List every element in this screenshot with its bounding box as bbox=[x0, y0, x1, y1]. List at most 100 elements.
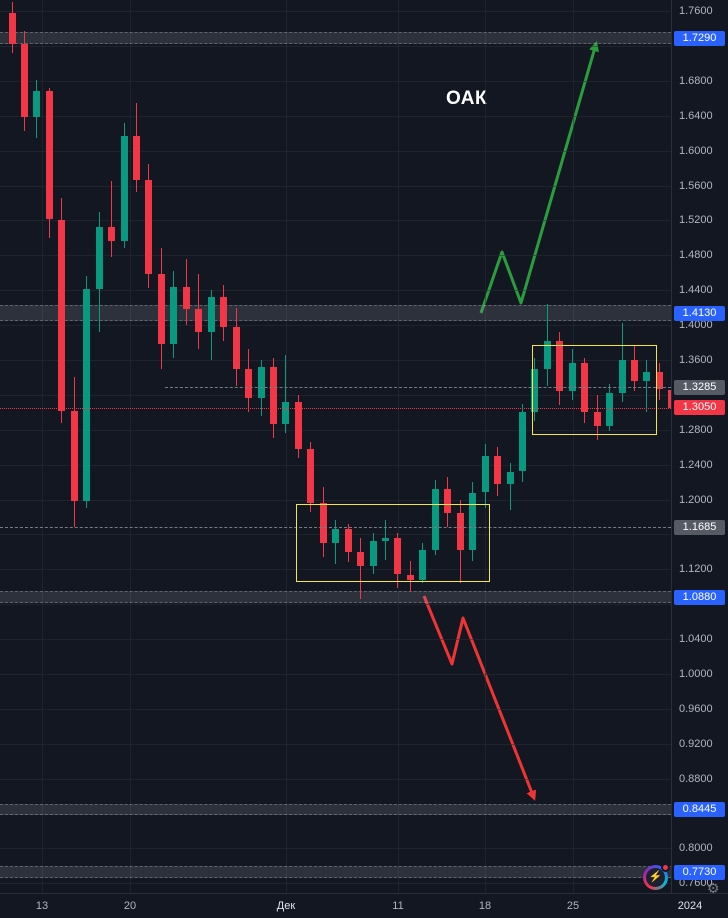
h-gridline bbox=[0, 569, 671, 571]
candle-wick bbox=[646, 359, 648, 413]
candle-body bbox=[319, 503, 327, 544]
price-tick-label: 1.0400 bbox=[679, 633, 713, 645]
h-gridline bbox=[0, 359, 671, 361]
candle-body bbox=[145, 180, 153, 275]
candle-body bbox=[382, 537, 389, 542]
price-tick-label: 1.7600 bbox=[679, 5, 713, 17]
support-resistance-zone[interactable] bbox=[0, 866, 671, 878]
candle-wick bbox=[285, 354, 287, 434]
price-tick-label: 1.3600 bbox=[679, 353, 713, 366]
candle-body bbox=[207, 297, 215, 332]
price-tick-label: 0.9200 bbox=[679, 737, 713, 750]
time-axis-label: 20 bbox=[123, 900, 137, 912]
h-gridline bbox=[0, 255, 671, 257]
h-gridline bbox=[0, 464, 671, 466]
h-gridline bbox=[0, 80, 671, 82]
price-badge-gray: 1.1685 bbox=[674, 519, 725, 535]
price-tick-label: 1.4000 bbox=[679, 319, 713, 331]
candle-body bbox=[618, 359, 626, 393]
h-gridline bbox=[0, 185, 671, 187]
h-gridline bbox=[0, 639, 671, 640]
support-resistance-zone[interactable] bbox=[0, 803, 671, 816]
price-tick-label: 1.2000 bbox=[679, 493, 713, 506]
candle-body bbox=[195, 309, 203, 332]
annotation-box[interactable] bbox=[296, 503, 490, 583]
candle-body bbox=[419, 550, 427, 580]
candle-body bbox=[70, 410, 78, 502]
price-tick-label: 1.6400 bbox=[679, 109, 713, 122]
candle-body bbox=[344, 529, 352, 552]
candle-body bbox=[45, 91, 53, 220]
candle-body bbox=[220, 297, 228, 327]
h-gridline bbox=[0, 11, 671, 12]
time-axis-label: 25 bbox=[566, 900, 580, 912]
candle-body bbox=[519, 412, 526, 472]
price-tick-label: 1.4400 bbox=[679, 284, 713, 297]
candle-body bbox=[157, 274, 165, 345]
h-gridline bbox=[0, 45, 671, 47]
price-badge-blue: 0.7730 bbox=[674, 864, 725, 880]
candle-body bbox=[506, 471, 514, 484]
h-gridline bbox=[0, 325, 671, 326]
bullish-scenario-arrow[interactable] bbox=[479, 41, 599, 314]
v-gridline bbox=[286, 0, 287, 893]
price-tick-label: 1.5600 bbox=[679, 179, 713, 192]
time-axis[interactable]: 13 20 Дек 11 18 25 2024 bbox=[0, 893, 728, 918]
candle-body bbox=[406, 574, 414, 580]
price-tick-label: 0.8800 bbox=[679, 772, 713, 785]
h-gridline bbox=[0, 220, 671, 222]
level-line-1-3285[interactable] bbox=[165, 387, 671, 389]
candle-body bbox=[655, 372, 663, 390]
time-axis-label: 18 bbox=[478, 900, 492, 912]
candle-body bbox=[282, 401, 290, 425]
h-gridline bbox=[0, 708, 671, 710]
candle-body bbox=[294, 401, 302, 449]
price-badge-blue: 1.0880 bbox=[674, 589, 725, 605]
candle-body bbox=[58, 219, 66, 411]
symbol-text-annotation[interactable]: ОАК bbox=[446, 88, 488, 109]
candle-body bbox=[269, 366, 277, 425]
level-line-1-1685[interactable] bbox=[0, 527, 671, 528]
price-tick-label: 0.8000 bbox=[679, 842, 713, 855]
candle-body bbox=[20, 44, 28, 118]
support-resistance-zone[interactable] bbox=[0, 31, 671, 44]
candle-body bbox=[444, 489, 452, 514]
time-axis-label: Дек bbox=[276, 900, 296, 912]
h-gridline bbox=[0, 743, 671, 745]
annotation-box[interactable] bbox=[532, 345, 657, 435]
h-gridline bbox=[0, 150, 671, 152]
h-gridline bbox=[0, 813, 671, 815]
flash-icon[interactable]: ⚡ bbox=[643, 863, 670, 890]
candle-body bbox=[556, 340, 564, 392]
price-axis[interactable]: 1.7600 1.6800 1.6400 1.6000 1.5600 1.5200 1.48… bbox=[671, 0, 728, 893]
candle-body bbox=[481, 455, 489, 493]
candle-body bbox=[33, 91, 41, 118]
candle-body bbox=[357, 551, 365, 566]
candle-body bbox=[369, 541, 377, 566]
chart-plot[interactable]: ОАК bbox=[0, 0, 671, 893]
candle-body bbox=[257, 366, 265, 399]
support-resistance-zone[interactable] bbox=[0, 591, 671, 603]
time-axis-label: 11 bbox=[392, 900, 404, 912]
bearish-scenario-arrow[interactable] bbox=[422, 595, 537, 801]
candle-body bbox=[8, 12, 16, 45]
price-badge-red: 1.3050 bbox=[674, 400, 725, 416]
notification-dot bbox=[661, 863, 670, 872]
candle-body bbox=[170, 286, 178, 345]
candle-body bbox=[543, 340, 551, 369]
lightning-glyph: ⚡ bbox=[646, 868, 665, 887]
support-resistance-zone[interactable] bbox=[0, 305, 671, 322]
price-tick-label: 1.0000 bbox=[679, 667, 713, 680]
v-gridline bbox=[42, 0, 43, 893]
settings-icon[interactable]: ⚙ bbox=[707, 880, 720, 896]
v-gridline bbox=[398, 0, 399, 893]
candle-body bbox=[606, 393, 614, 427]
candle-body bbox=[593, 412, 601, 427]
candle-body bbox=[332, 529, 340, 544]
h-gridline bbox=[0, 778, 671, 780]
candle-body bbox=[120, 135, 128, 242]
candle-body bbox=[631, 359, 638, 381]
candle-body bbox=[83, 289, 91, 502]
time-axis-label: 2024 bbox=[677, 900, 703, 912]
